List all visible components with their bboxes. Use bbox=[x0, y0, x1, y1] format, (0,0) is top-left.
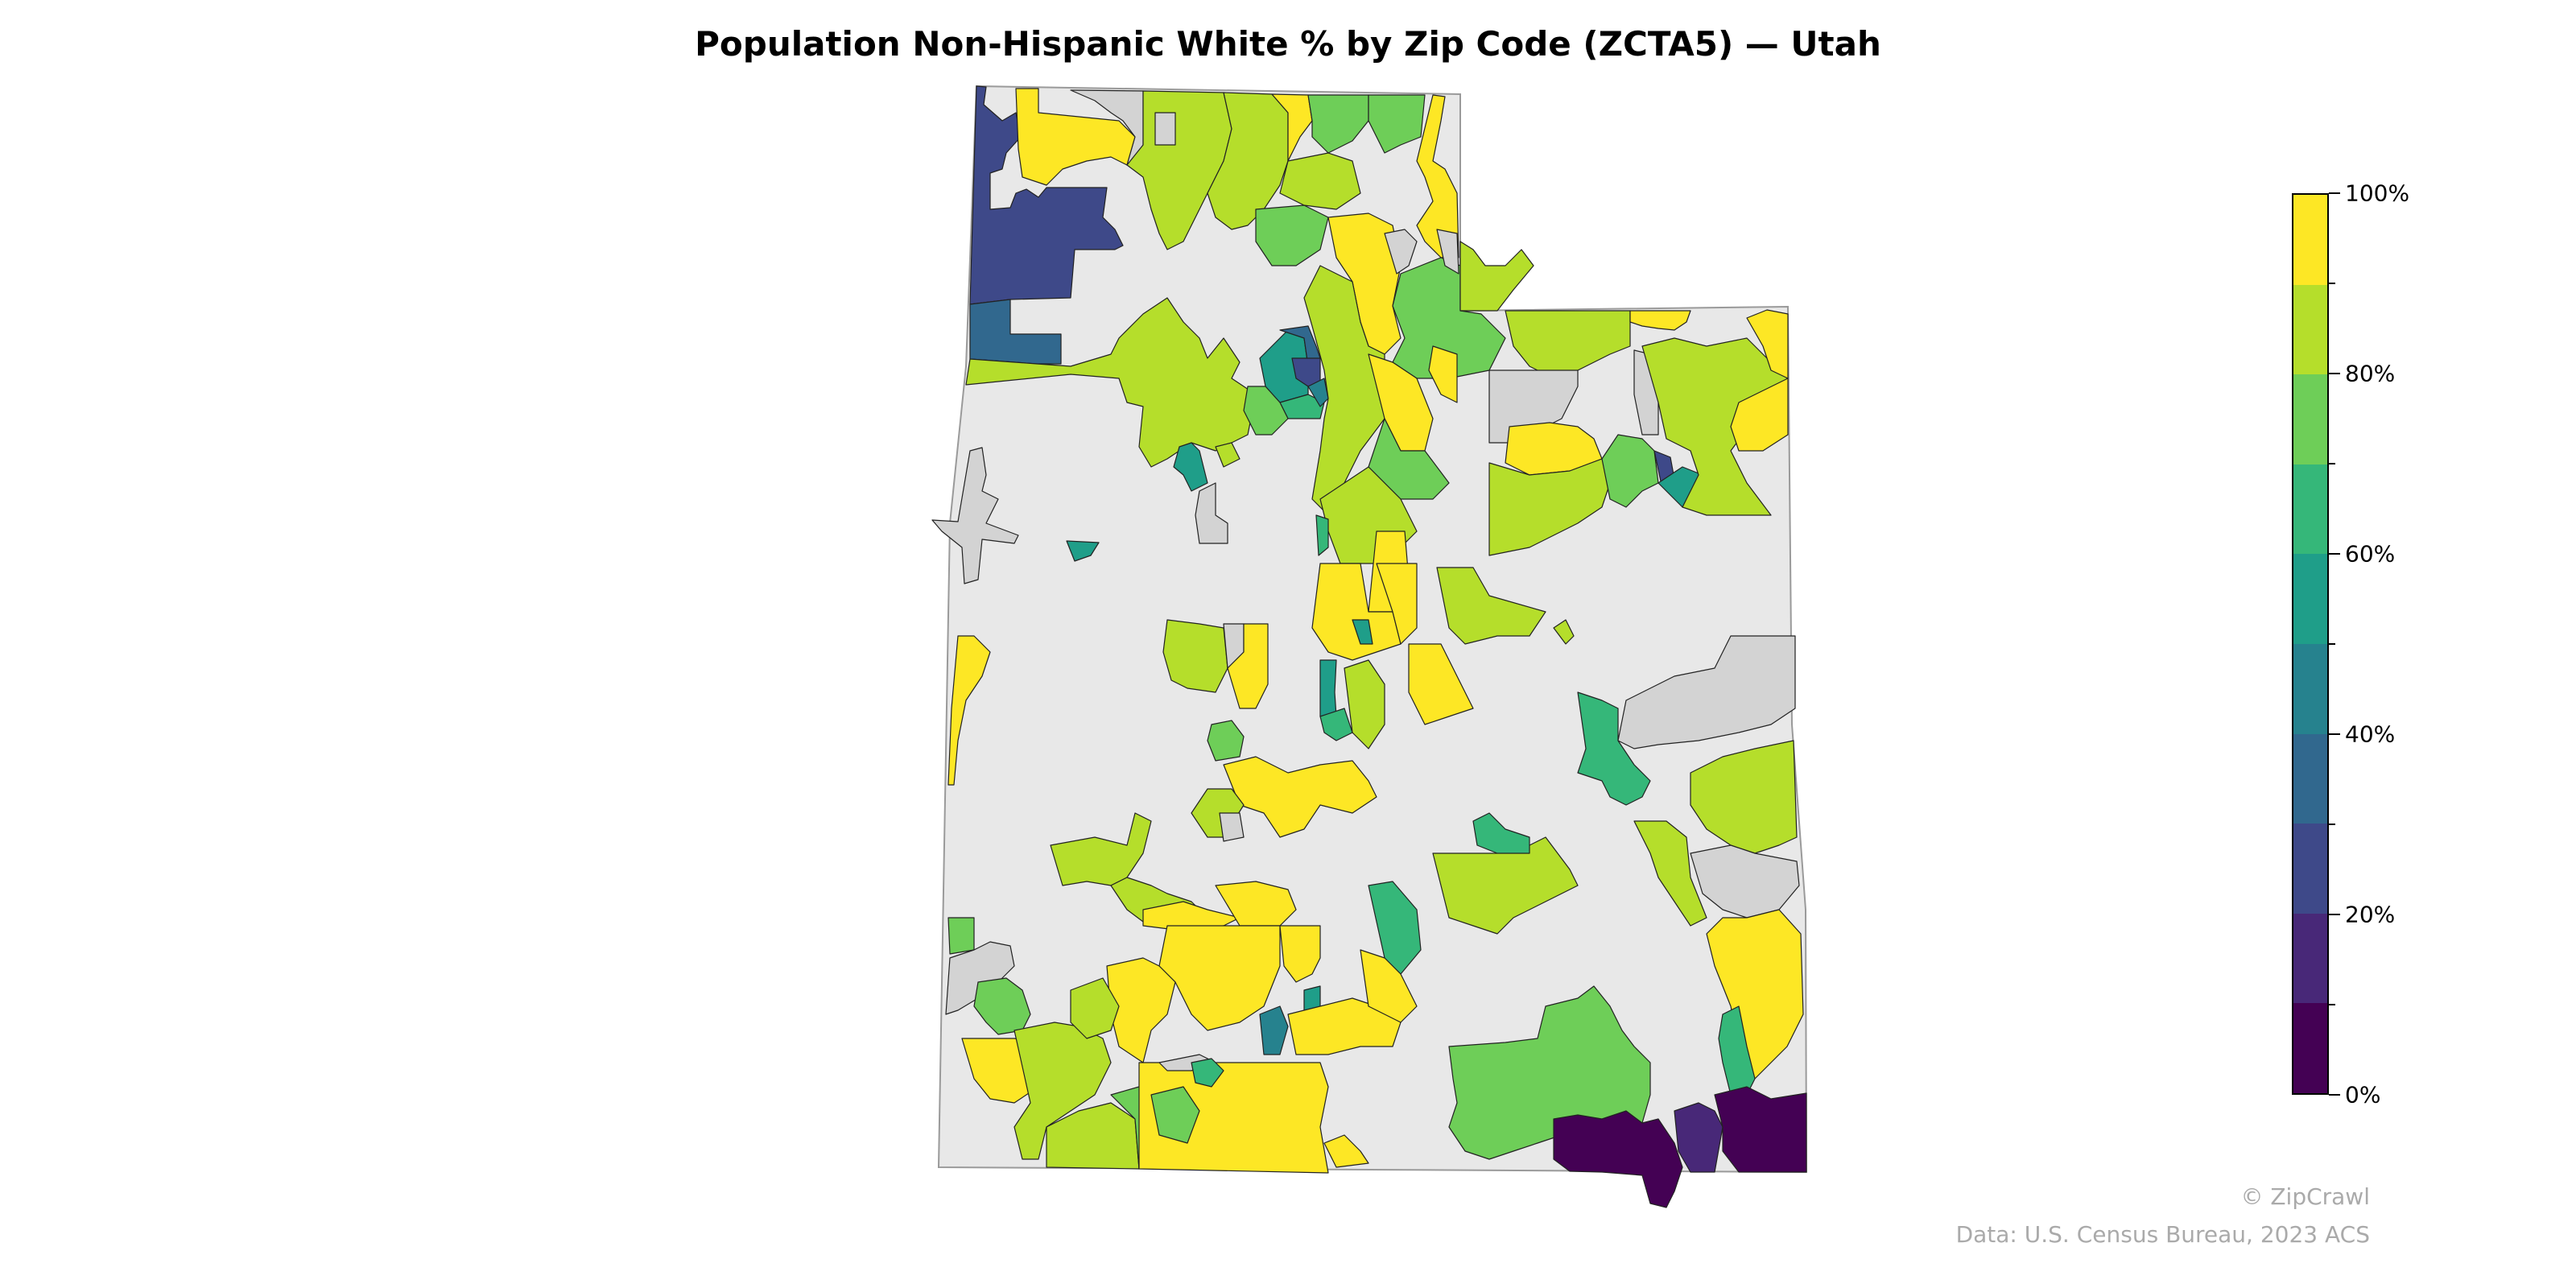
colorbar-tick bbox=[2329, 1094, 2340, 1096]
colorbar-tick bbox=[2329, 733, 2340, 735]
colorbar-bin bbox=[2293, 733, 2327, 824]
zcta-region[interactable] bbox=[1690, 740, 1798, 854]
zcta-region[interactable] bbox=[1360, 949, 1418, 1023]
zcta-region[interactable] bbox=[1327, 213, 1402, 355]
colorbar-label-40: 40% bbox=[2345, 720, 2396, 748]
colorbar-tick bbox=[2329, 553, 2340, 555]
colorbar-bin bbox=[2293, 374, 2327, 464]
zcta-region[interactable] bbox=[965, 297, 1257, 468]
zcta-region[interactable] bbox=[1553, 1110, 1683, 1208]
zcta-region[interactable] bbox=[1553, 619, 1575, 645]
colorbar-tick bbox=[2329, 463, 2335, 464]
zcta-region[interactable] bbox=[1070, 977, 1120, 1039]
zcta-region[interactable] bbox=[1690, 844, 1800, 919]
colorbar-tick bbox=[2329, 283, 2335, 284]
zcta-region[interactable] bbox=[1287, 997, 1402, 1055]
colorbar-bin bbox=[2293, 464, 2327, 555]
zcta-region[interactable] bbox=[1319, 708, 1353, 741]
colorbar bbox=[2292, 193, 2329, 1095]
colorbar-label-60: 60% bbox=[2345, 540, 2396, 568]
colorbar-bin bbox=[2293, 913, 2327, 1004]
zcta-region[interactable] bbox=[1376, 563, 1418, 645]
zcta-region[interactable] bbox=[1050, 812, 1152, 886]
zcta-region[interactable] bbox=[1150, 1086, 1200, 1144]
zcta-region[interactable] bbox=[1142, 901, 1241, 931]
zcta-region[interactable] bbox=[947, 635, 991, 786]
zcta-region[interactable] bbox=[1617, 635, 1796, 749]
colorbar-bin bbox=[2293, 284, 2327, 375]
zcta-region[interactable] bbox=[1641, 337, 1788, 516]
colorbar-tick bbox=[2329, 824, 2335, 825]
data-source-text: Data: U.S. Census Bureau, 2023 ACS bbox=[1955, 1221, 2370, 1248]
zcta-region[interactable] bbox=[1191, 1058, 1224, 1088]
zcta-region[interactable] bbox=[1219, 812, 1245, 842]
colorbar-ticks: 0% 20% 40% 60% 80% 100% bbox=[2329, 180, 2425, 1108]
zcta-region[interactable] bbox=[1154, 112, 1176, 146]
zcta-region[interactable] bbox=[1577, 691, 1651, 806]
zcta-region[interactable] bbox=[1223, 756, 1377, 838]
colorbar-tick bbox=[2329, 373, 2340, 374]
zcta-region[interactable] bbox=[1315, 514, 1329, 556]
zcta-region[interactable] bbox=[1207, 720, 1245, 762]
zcta-region[interactable] bbox=[1344, 659, 1385, 749]
zcta-region[interactable] bbox=[947, 917, 975, 955]
zcta-region[interactable] bbox=[1488, 369, 1579, 444]
zcta-region[interactable] bbox=[1066, 540, 1100, 562]
credit-text: © ZipCrawl bbox=[2240, 1183, 2370, 1210]
zcta-region[interactable] bbox=[1633, 820, 1707, 927]
colorbar-bin bbox=[2293, 195, 2327, 285]
zcta-region[interactable] bbox=[945, 941, 1015, 1015]
zcta-region[interactable] bbox=[1215, 442, 1241, 468]
colorbar-label-0: 0% bbox=[2345, 1081, 2381, 1108]
zcta-region[interactable] bbox=[1311, 563, 1402, 661]
zcta-region[interactable] bbox=[1428, 345, 1458, 403]
zcta-region[interactable] bbox=[1015, 88, 1136, 186]
zcta-region[interactable] bbox=[1162, 619, 1228, 693]
map-title: Population Non-Hispanic White % by Zip C… bbox=[695, 24, 1881, 64]
colorbar-bin bbox=[2293, 644, 2327, 734]
zcta-region[interactable] bbox=[1106, 957, 1176, 1063]
colorbar-tick bbox=[2329, 1004, 2335, 1005]
colorbar-bin bbox=[2293, 1003, 2327, 1093]
zcta-region[interactable] bbox=[931, 447, 1019, 584]
zcta-region[interactable] bbox=[1459, 241, 1534, 312]
zcta-region[interactable] bbox=[1472, 812, 1530, 854]
colorbar-tick bbox=[2329, 192, 2340, 194]
zcta-region[interactable] bbox=[1279, 925, 1321, 983]
colorbar-label-80: 80% bbox=[2345, 360, 2396, 387]
colorbar-tick bbox=[2329, 914, 2340, 915]
zcta-region[interactable] bbox=[1368, 94, 1426, 154]
zcta-region[interactable] bbox=[1255, 204, 1329, 266]
zcta-region[interactable] bbox=[969, 85, 1124, 305]
zcta-region[interactable] bbox=[1674, 1102, 1724, 1173]
zcta-region[interactable] bbox=[1629, 310, 1691, 331]
colorbar-tick bbox=[2329, 643, 2335, 645]
zcta-region[interactable] bbox=[1173, 442, 1208, 492]
zcta-region[interactable] bbox=[1319, 659, 1337, 717]
colorbar-bin bbox=[2293, 824, 2327, 914]
zcta-region[interactable] bbox=[1384, 229, 1418, 275]
zcta-region[interactable] bbox=[1436, 229, 1459, 275]
zcta-region[interactable] bbox=[1488, 458, 1611, 556]
zcta-region[interactable] bbox=[1323, 1134, 1369, 1168]
zcta-region[interactable] bbox=[1243, 386, 1289, 436]
zcta-region[interactable] bbox=[1227, 623, 1269, 709]
colorbar-label-100: 100% bbox=[2345, 180, 2410, 207]
zcta-region[interactable] bbox=[1195, 482, 1228, 544]
zcta-region[interactable] bbox=[1436, 567, 1546, 645]
zcta-region[interactable] bbox=[1352, 619, 1373, 645]
zcta-region[interactable] bbox=[1706, 909, 1804, 1080]
zcta-region[interactable] bbox=[1714, 1086, 1807, 1173]
zcta-region[interactable] bbox=[1408, 643, 1474, 725]
zcta-region[interactable] bbox=[1259, 1005, 1289, 1055]
colorbar-bin bbox=[2293, 554, 2327, 645]
zcta-region[interactable] bbox=[1279, 152, 1361, 210]
zcta-region[interactable] bbox=[1746, 309, 1789, 379]
colorbar-label-20: 20% bbox=[2345, 901, 2396, 928]
